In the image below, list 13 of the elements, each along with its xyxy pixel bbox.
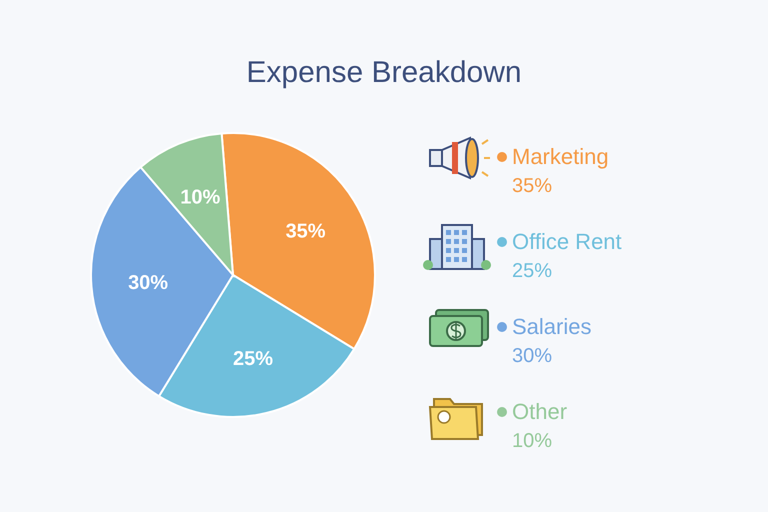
legend-label: Other bbox=[512, 399, 568, 424]
text: 25% bbox=[512, 260, 552, 282]
legend-label: Office Rent bbox=[512, 229, 622, 254]
chart-title: Expense Breakdown bbox=[246, 56, 522, 89]
data-label: 30% bbox=[128, 272, 168, 294]
legend-label: Salaries bbox=[512, 314, 592, 339]
text: 35% bbox=[512, 175, 552, 197]
data-label: 10% bbox=[180, 186, 221, 208]
text: 10% bbox=[512, 430, 552, 452]
data-label: 25% bbox=[232, 348, 274, 370]
text: 30% bbox=[512, 345, 552, 367]
data-label: 35% bbox=[286, 220, 326, 242]
legend-label: Marketing bbox=[512, 144, 609, 169]
